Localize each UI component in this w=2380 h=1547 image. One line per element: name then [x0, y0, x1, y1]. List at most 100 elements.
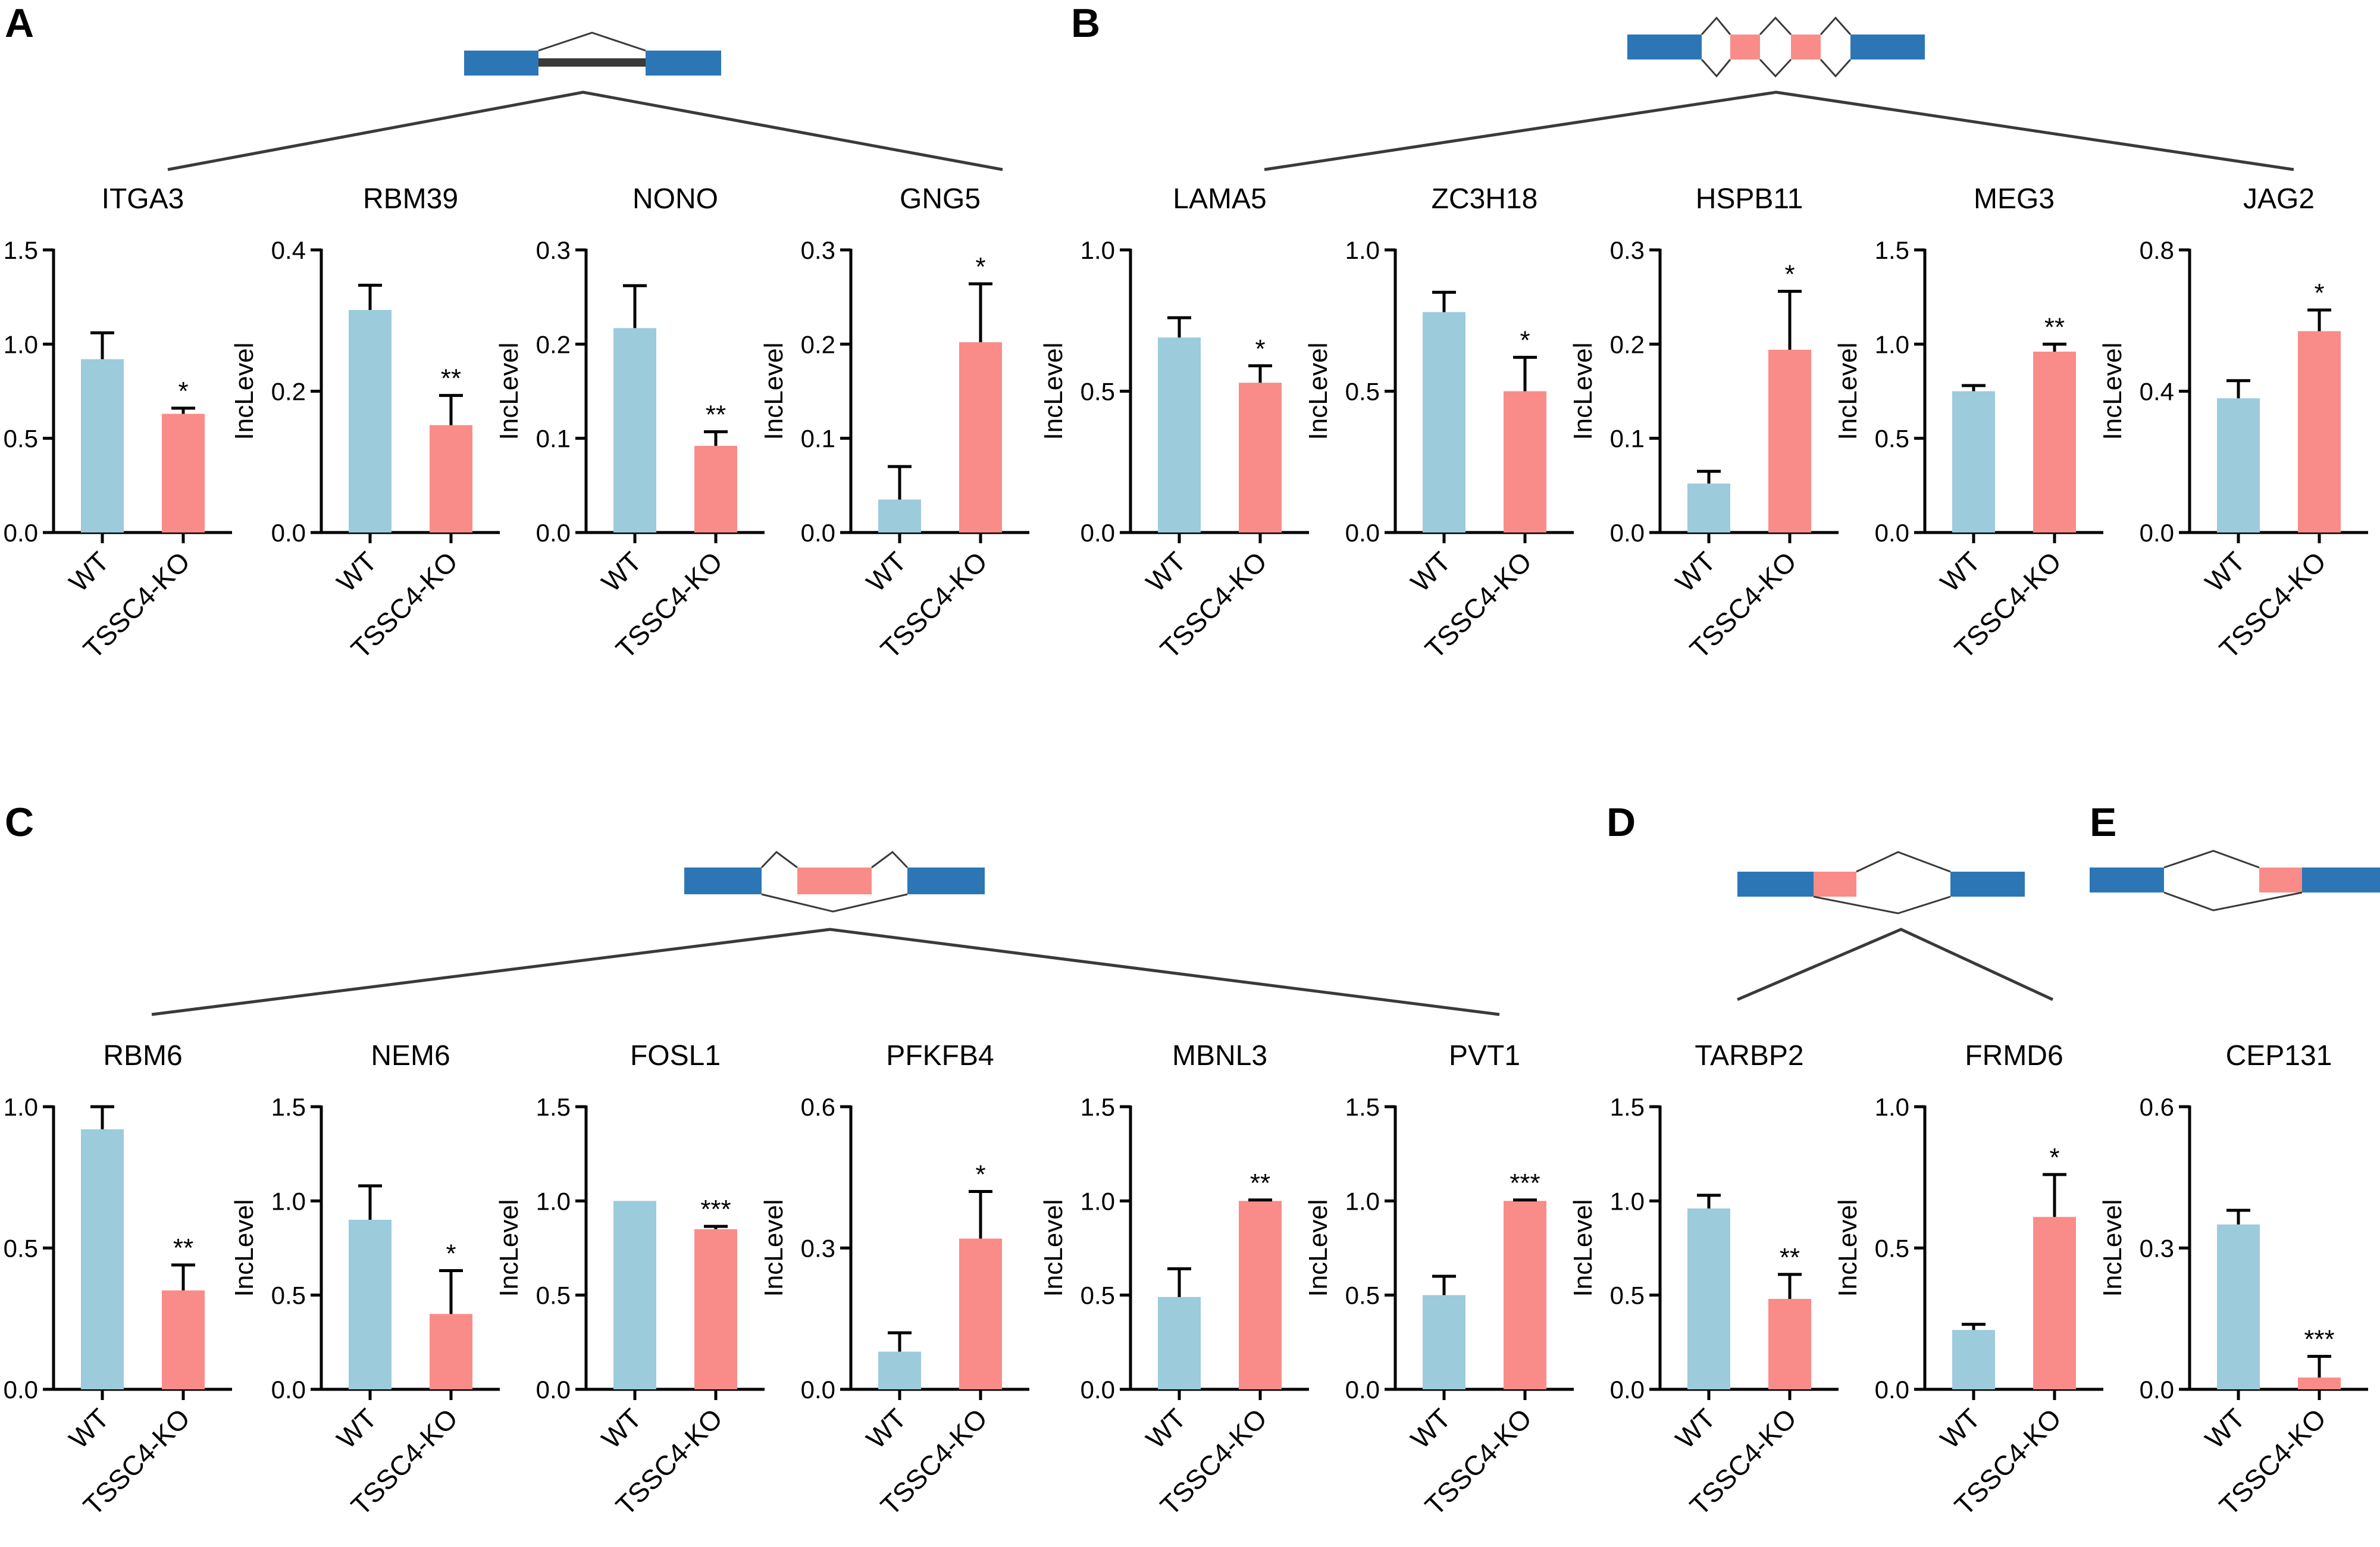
y-axis-label: IncLevel [2098, 343, 2127, 440]
y-tick-label: 1.0 [1345, 1187, 1380, 1215]
y-axis-label: IncLevel [1304, 1200, 1333, 1297]
bar-wt [2217, 1224, 2260, 1389]
bar-ko [959, 1238, 1002, 1389]
y-tick-label: 0.0 [2140, 519, 2174, 547]
x-tick-label: WT [1670, 546, 1721, 597]
y-tick-label: 0.3 [536, 236, 571, 264]
bar-wt [349, 1220, 392, 1389]
splice-junction-lower [1701, 59, 1731, 78]
y-tick-label: 0.0 [271, 1376, 306, 1404]
significance-label: ** [706, 400, 726, 430]
bar-wt [613, 1201, 656, 1389]
y-axis-label: IncLevel [1568, 1200, 1598, 1297]
x-tick-label: WT [1934, 546, 1986, 597]
bar-wt [613, 328, 656, 533]
connector-lines-c [151, 928, 1500, 1016]
bar-ko [1768, 1299, 1811, 1389]
bar-wt [1952, 391, 1995, 533]
significance-label: * [1784, 260, 1795, 289]
splice-junction-upper-3 [1820, 16, 1852, 35]
chart-title: JAG2 [2243, 183, 2315, 215]
y-tick-label: 0.4 [271, 236, 306, 264]
chart-title: LAMA5 [1173, 183, 1266, 215]
chart-title: RBM39 [363, 183, 458, 215]
y-tick-label: 0.1 [801, 425, 835, 453]
significance-label: ** [1250, 1169, 1270, 1198]
y-tick-label: 0.0 [4, 519, 38, 547]
chart-title: ZC3H18 [1432, 183, 1538, 215]
exon-left [1627, 35, 1702, 60]
chart-title: PFKFB4 [886, 1040, 994, 1072]
significance-label: * [1520, 326, 1530, 355]
y-tick-label: 0.5 [1875, 1235, 1909, 1263]
y-tick-label: 0.6 [2140, 1093, 2174, 1121]
chart-title: MEG3 [1974, 183, 2055, 215]
connector-lines-a [167, 90, 1003, 171]
y-tick-label: 1.0 [536, 1187, 571, 1215]
y-tick-label: 1.0 [4, 1093, 38, 1121]
significance-label: ** [2044, 312, 2065, 342]
splicing-diagram-b [1264, 16, 2294, 171]
y-axis-label: IncLevel [759, 343, 788, 440]
splice-junction-lower [2163, 891, 2303, 912]
significance-label: *** [1510, 1169, 1540, 1198]
y-axis-label: IncLevel [1833, 343, 1862, 440]
y-tick-label: 1.5 [271, 1093, 306, 1121]
bar-ko [162, 1290, 205, 1389]
y-tick-label: 0.5 [1081, 378, 1115, 406]
bar-wt [349, 309, 392, 533]
alt-exon-1 [1730, 35, 1760, 60]
y-tick-label: 0.1 [1610, 425, 1645, 453]
panel-letter-c: C [5, 800, 34, 845]
x-tick-label: WT [1405, 1402, 1457, 1454]
splicing-diagram-a [167, 32, 1003, 171]
y-axis-label: IncLevel [494, 1200, 524, 1297]
x-tick-label: WT [596, 546, 647, 597]
y-tick-label: 1.5 [1081, 1093, 1115, 1121]
y-tick-label: 0.0 [271, 519, 306, 547]
significance-label: * [2314, 278, 2324, 308]
y-tick-label: 0.0 [1610, 519, 1645, 547]
x-tick-label: WT [331, 546, 383, 597]
y-axis-label: IncLevel [230, 1200, 259, 1297]
chart-title: RBM6 [103, 1040, 182, 1072]
significance-label: * [446, 1239, 456, 1269]
y-tick-label: 1.0 [1345, 236, 1380, 264]
alt-exon-extension [1814, 872, 1856, 897]
y-tick-label: 0.5 [1345, 1282, 1380, 1310]
y-tick-label: 0.0 [2140, 1376, 2174, 1404]
x-tick-label: WT [1405, 546, 1457, 597]
significance-label: *** [2304, 1325, 2334, 1354]
y-axis-label: IncLevel [2098, 1200, 2127, 1297]
significance-label: * [975, 252, 985, 281]
chart-title: ITGA3 [102, 183, 184, 215]
y-tick-label: 1.0 [1875, 1093, 1909, 1121]
splice-junction-upper [2163, 850, 2260, 869]
y-tick-label: 0.5 [536, 1282, 571, 1310]
y-axis-label: IncLevel [759, 1200, 788, 1297]
bar-ko [694, 446, 737, 533]
chart-title: NEM6 [371, 1040, 450, 1072]
retained-intron-bar [538, 58, 646, 67]
significance-label: * [178, 377, 188, 406]
x-tick-label: WT [1934, 1402, 1986, 1454]
y-tick-label: 0.5 [4, 425, 38, 453]
y-tick-label: 1.5 [1875, 236, 1909, 264]
bar-wt [81, 359, 124, 533]
splice-junction-upper [1701, 16, 1731, 35]
exon-left [1737, 872, 1814, 897]
y-tick-label: 1.5 [536, 1093, 571, 1121]
bar-ko [2298, 331, 2341, 533]
chart-title: HSPB11 [1696, 183, 1803, 215]
y-tick-label: 0.5 [1875, 425, 1909, 453]
chart-title: PVT1 [1449, 1040, 1520, 1072]
chart-title: GNG5 [900, 183, 981, 215]
y-tick-label: 0.5 [4, 1235, 38, 1263]
y-tick-label: 0.8 [2140, 236, 2174, 264]
